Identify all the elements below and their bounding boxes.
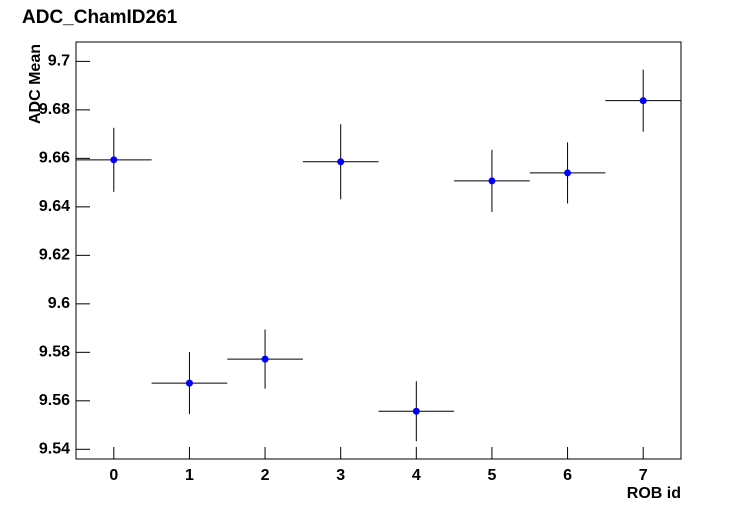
point (564, 169, 572, 177)
x-tick-label: 0 (109, 467, 118, 484)
y-tick-label: 9.7 (48, 53, 70, 70)
x-tick-label: 4 (412, 467, 421, 484)
x-tick-label: 3 (336, 467, 345, 484)
point (639, 97, 647, 105)
x-tick-label: 1 (185, 467, 194, 484)
x-axis-label: ROB id (627, 485, 681, 502)
y-tick-label: 9.62 (39, 247, 70, 264)
point (185, 379, 193, 387)
plot-frame (75, 41, 682, 460)
x-tick-label: 5 (487, 467, 496, 484)
y-tick-label: 9.54 (39, 441, 70, 458)
y-tick-label: 9.68 (39, 101, 70, 118)
x-tick-label: 2 (261, 467, 270, 484)
x-tick-label: 6 (563, 467, 572, 484)
point (110, 156, 118, 164)
y-tick-label: 9.6 (48, 295, 70, 312)
point (337, 158, 345, 166)
y-tick-label: 9.58 (39, 344, 70, 361)
point (261, 355, 269, 363)
y-tick-label: 9.64 (39, 198, 70, 215)
y-tick-label: 9.56 (39, 392, 70, 409)
point (488, 177, 496, 185)
x-tick-label: 7 (639, 467, 648, 484)
y-axis-label: ADC Mean (27, 44, 44, 124)
point (412, 407, 420, 415)
y-tick-label: 9.66 (39, 150, 70, 167)
chart-title: ADC_ChamID261 (22, 7, 178, 28)
